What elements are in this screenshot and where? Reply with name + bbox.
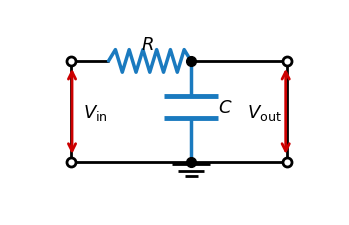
Text: $V_{\mathrm{in}}$: $V_{\mathrm{in}}$ <box>83 103 107 123</box>
Text: $R$: $R$ <box>141 36 154 54</box>
Text: $C$: $C$ <box>218 99 232 117</box>
Text: $V_{\mathrm{out}}$: $V_{\mathrm{out}}$ <box>247 103 281 123</box>
